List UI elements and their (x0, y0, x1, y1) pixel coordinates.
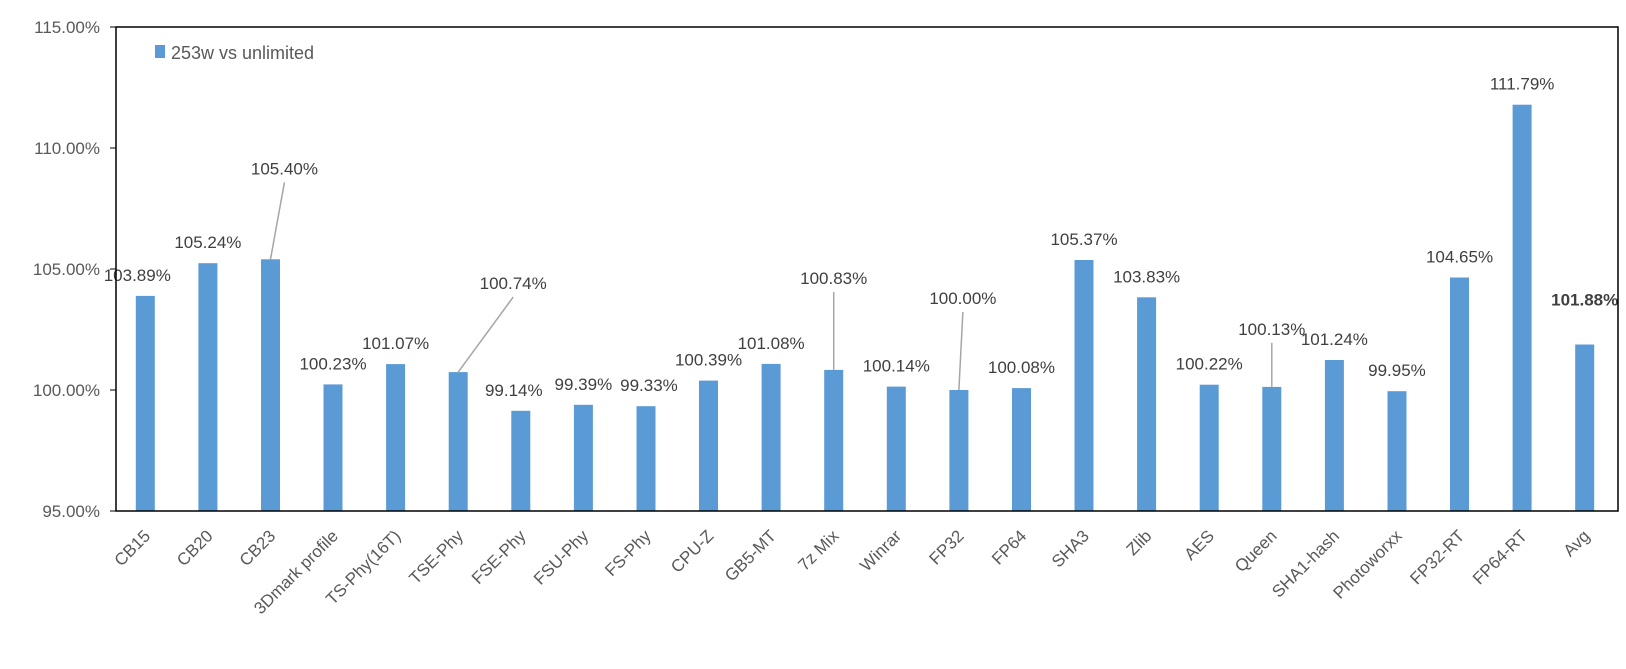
bar (1012, 388, 1031, 511)
bar (1324, 360, 1344, 511)
data-label: 100.22% (1176, 355, 1243, 374)
data-label: 101.08% (738, 334, 805, 353)
bar (573, 404, 593, 511)
bar (949, 390, 969, 511)
legend-label: 253w vs unlimited (171, 43, 314, 63)
x-tick-label: Zlib (1123, 526, 1156, 559)
x-tick-label: FS-Phy (601, 526, 655, 580)
bar (886, 386, 906, 511)
y-tick-label: 110.00% (34, 139, 100, 158)
x-tick-label: SHA3 (1048, 526, 1093, 571)
x-tick-label: CB15 (111, 526, 155, 570)
bar (1387, 391, 1407, 511)
bar (323, 384, 343, 511)
data-label: 99.33% (620, 376, 678, 395)
data-label: 100.08% (988, 358, 1055, 377)
y-tick-label: 105.00% (33, 260, 100, 279)
x-tick-label: FSE-Phy (468, 526, 530, 588)
data-label: 100.39% (675, 351, 742, 370)
bar (1450, 277, 1469, 511)
x-tick-label: Photoworxx (1330, 526, 1407, 603)
bar (699, 380, 718, 511)
x-tick-label: FP32-RT (1406, 526, 1468, 588)
data-label: 100.83% (800, 269, 867, 288)
bar (1512, 104, 1532, 511)
bar (511, 410, 531, 511)
y-tick-label: 115.00% (34, 18, 100, 37)
bar (261, 259, 280, 511)
data-label: 100.00% (929, 289, 996, 308)
bar (386, 364, 406, 511)
data-label: 105.24% (174, 233, 241, 252)
legend-swatch (155, 45, 165, 58)
data-label: 101.88% (1551, 291, 1618, 310)
x-tick-label: Winrar (856, 526, 905, 575)
x-tick-label: FP64-RT (1469, 526, 1531, 588)
y-tick-label: 95.00% (42, 502, 100, 521)
bar (636, 406, 656, 511)
x-tick-label: AES (1181, 526, 1218, 563)
bar (448, 372, 468, 511)
x-tick-label: Avg (1560, 526, 1594, 560)
leader-line (269, 182, 286, 260)
bar (135, 295, 155, 511)
bars-layer (135, 104, 1595, 511)
data-label: 100.13% (1238, 320, 1305, 339)
x-tick-label: Queen (1231, 526, 1281, 576)
x-tick-label: FP32 (926, 526, 968, 568)
data-label: 103.89% (104, 266, 171, 285)
data-label: 111.79% (1490, 75, 1555, 94)
data-label: 100.74% (480, 274, 547, 293)
x-tick-label: TSE-Phy (405, 526, 467, 588)
bar (761, 363, 781, 511)
bar (1137, 297, 1157, 511)
data-label: 100.14% (863, 357, 930, 376)
y-axis: 95.00% 100.00% 105.00% 110.00% 115.00% (33, 18, 116, 521)
data-label: 99.14% (485, 381, 543, 400)
data-labels-layer: 103.89%105.24% 105.40% 100.23%101.07% 100.7… (104, 75, 1619, 400)
legend: 253w vs unlimited (155, 43, 314, 63)
data-label: 105.40% (251, 159, 318, 178)
data-label: 101.24% (1301, 330, 1368, 349)
bar (1199, 384, 1219, 511)
leader-line (457, 296, 514, 373)
x-tick-label: CB20 (173, 526, 217, 570)
bar (824, 369, 844, 511)
data-label: 103.83% (1113, 267, 1180, 286)
x-tick-label: CB23 (236, 526, 280, 570)
bar (1575, 344, 1595, 511)
leader-line (958, 311, 964, 391)
x-tick-label: FP64 (988, 526, 1030, 568)
bar (1074, 260, 1094, 511)
data-label: 99.95% (1368, 361, 1426, 380)
x-tick-label: 7z Mix (794, 526, 843, 575)
x-tick-label: GB5-MT (721, 526, 780, 585)
x-tick-label: CPU-Z (667, 526, 717, 576)
data-label: 104.65% (1426, 247, 1493, 266)
bar (198, 263, 218, 511)
data-label: 101.07% (362, 334, 429, 353)
plot-area-border (115, 26, 1619, 512)
y-tick-label: 100.00% (33, 381, 100, 400)
data-label: 100.23% (299, 354, 366, 373)
data-label: 99.39% (555, 375, 613, 394)
leader-lines-layer (269, 182, 1273, 391)
bar (1262, 386, 1282, 511)
x-tick-label: FSU-Phy (530, 526, 593, 589)
data-label: 105.37% (1050, 230, 1117, 249)
